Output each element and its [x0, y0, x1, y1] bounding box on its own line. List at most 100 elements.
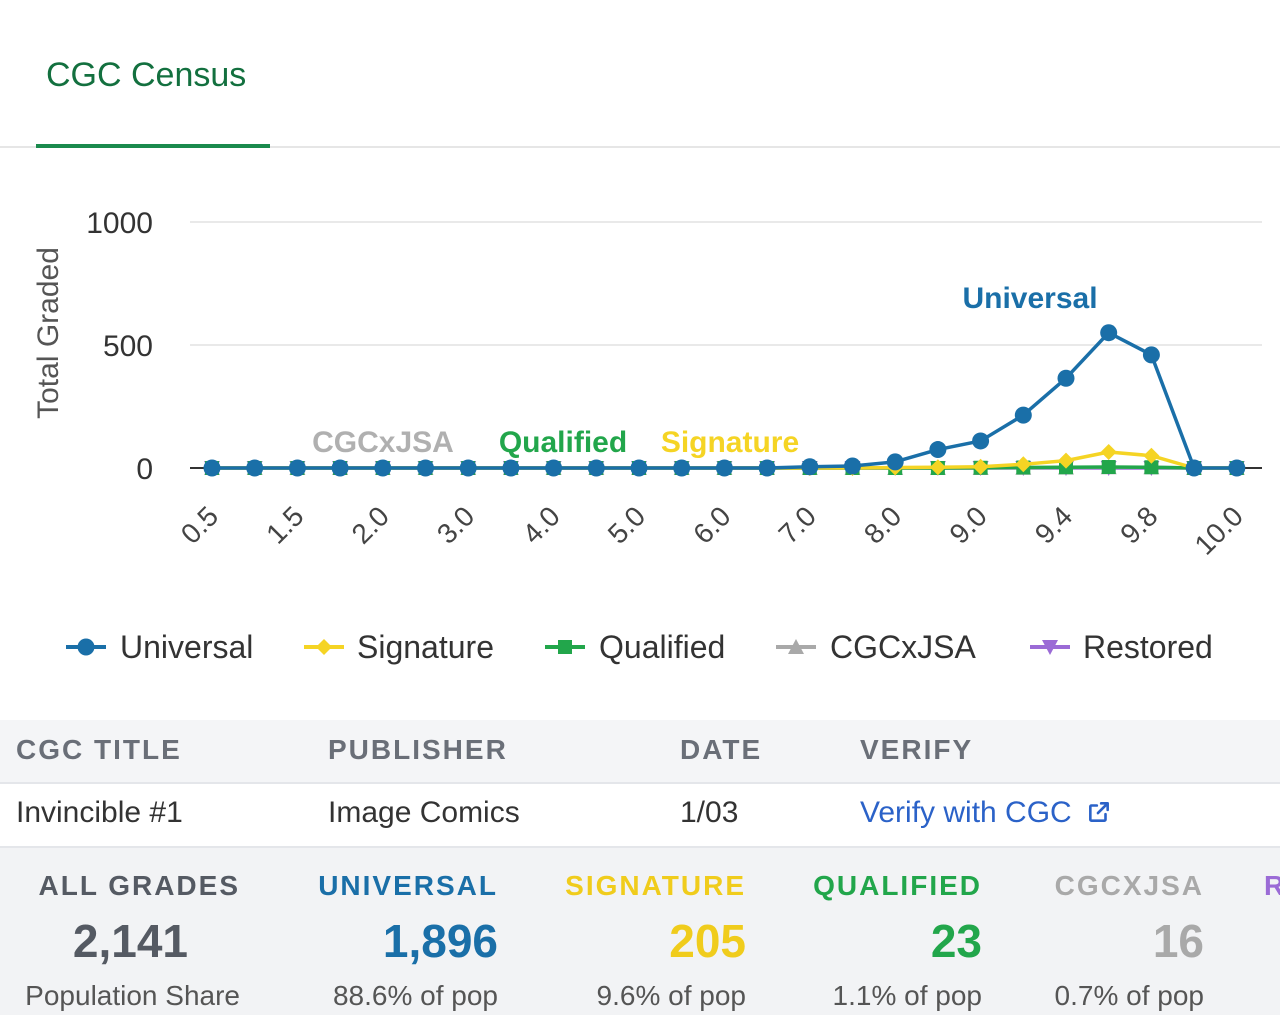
- stat-universal: UNIVERSAL 1,896 88.6% of pop: [258, 848, 498, 1015]
- data-point-universal: [1014, 406, 1032, 424]
- legend-label-qualified: Qualified: [599, 629, 725, 665]
- x-tick-label: 8.0: [858, 500, 907, 549]
- stat-signature: SIGNATURE 205 9.6% of pop: [506, 848, 746, 1015]
- table-header-row: CGC TITLE PUBLISHER DATE VERIFY: [0, 720, 1280, 784]
- stat-sub: Population Share: [25, 980, 240, 1011]
- x-tick-label: 3.0: [431, 500, 480, 549]
- data-point-signature: [972, 458, 989, 475]
- stat-cgcxjsa: CGCXJSA 16 0.7% of pop: [964, 848, 1204, 1015]
- legend-label-signature: Signature: [357, 629, 494, 665]
- legend-label-restored: Restored: [1083, 629, 1213, 665]
- legend-marker-restored: [1042, 640, 1058, 655]
- tab-cgc-census[interactable]: CGC Census: [36, 0, 270, 148]
- stat-value: 16: [1152, 915, 1204, 967]
- stat-label: UNIVERSAL: [318, 870, 498, 901]
- publisher-value: Image Comics: [328, 796, 520, 829]
- data-point-universal: [801, 458, 819, 476]
- data-point-universal: [246, 459, 264, 477]
- table-row: Invincible #1 Image Comics 1/03 Verify w…: [0, 784, 1280, 848]
- legend-marker-qualified: [558, 640, 572, 654]
- legend-label-cgcxjsa: CGCxJSA: [830, 629, 976, 665]
- verify-link-label: Verify with CGC: [860, 796, 1072, 829]
- legend-label-universal: Universal: [120, 629, 253, 665]
- data-point-universal: [417, 459, 434, 477]
- x-tick-label: 9.8: [1114, 500, 1163, 549]
- y-tick-label: 0: [136, 453, 153, 486]
- x-tick-label: 2.0: [346, 500, 395, 549]
- stat-label: SIGNATURE: [565, 870, 746, 901]
- annotation-cgcxjsa: CGCxJSA: [312, 426, 454, 459]
- header-cgc-title: CGC TITLE: [16, 734, 182, 765]
- data-point-signature: [1058, 452, 1074, 469]
- x-tick-label: 10.0: [1189, 500, 1249, 560]
- stat-all-grades: ALL GRADES 2,141 Population Share: [0, 848, 240, 1015]
- data-point-universal: [288, 459, 306, 477]
- external-link-icon: [1089, 802, 1110, 822]
- data-point-universal: [972, 432, 990, 450]
- header-publisher: PUBLISHER: [328, 734, 508, 765]
- data-point-universal: [587, 459, 605, 477]
- data-point-universal: [929, 441, 947, 459]
- header-date: DATE: [680, 734, 763, 765]
- data-point-universal: [331, 459, 349, 477]
- x-tick-label: 4.0: [516, 500, 565, 549]
- data-point-universal: [374, 459, 392, 477]
- annotation-universal: Universal: [962, 282, 1097, 315]
- data-point-universal: [502, 459, 520, 477]
- x-tick-label: 7.0: [773, 500, 822, 549]
- data-point-universal: [673, 459, 691, 477]
- stat-label: ALL GRADES: [38, 870, 240, 901]
- data-point-universal: [758, 459, 776, 477]
- annotation-qualified: Qualified: [499, 426, 627, 459]
- data-point-signature: [929, 459, 946, 476]
- data-point-universal: [1228, 459, 1246, 477]
- verify-with-cgc-link[interactable]: Verify with CGC: [860, 796, 1112, 830]
- cgc-title-value: Invincible #1: [16, 796, 183, 829]
- stat-qualified: QUALIFIED 23 1.1% of pop: [742, 848, 982, 1015]
- tab-label: CGC Census: [46, 56, 247, 94]
- data-point-signature: [1100, 444, 1117, 461]
- data-point-universal: [459, 459, 477, 477]
- data-point-universal: [1057, 369, 1075, 387]
- data-point-universal: [1142, 346, 1160, 364]
- stat-sub: 0.7% of pop: [1054, 980, 1204, 1011]
- grade-stats-panel: ALL GRADES 2,141 Population Share UNIVER…: [0, 848, 1280, 1015]
- legend-marker-signature: [316, 639, 332, 655]
- data-point-universal: [1185, 459, 1203, 477]
- stat-sub: 9.6% of pop: [596, 980, 746, 1011]
- census-chart: 0 500 1000 Total Graded 0.5 1.5 2.0 3.0 4.0 5.0 6.…: [32, 207, 1262, 665]
- stat-sub: 88.6% of pop: [332, 980, 498, 1011]
- data-point-signature: [1015, 456, 1032, 473]
- active-tab-indicator: [36, 144, 270, 148]
- x-tick-label: 0.5: [175, 500, 224, 549]
- data-point-signature: [1143, 447, 1160, 464]
- stat-sub: 1.1% of pop: [832, 980, 982, 1011]
- stat-label: CGCXJSA: [1054, 870, 1204, 901]
- date-value: 1/03: [680, 796, 739, 829]
- data-point-universal: [545, 459, 563, 477]
- data-point-universal: [203, 459, 221, 477]
- legend-marker-cgcxjsa: [788, 639, 804, 654]
- stat-value: 1,896: [382, 915, 498, 967]
- y-tick-label: 1000: [86, 207, 153, 240]
- annotation-signature: Signature: [661, 426, 799, 459]
- stat-label: RESTORED: [1264, 870, 1280, 901]
- data-point-universal: [715, 459, 733, 477]
- data-point-universal: [844, 457, 861, 475]
- data-point-qualified: [1144, 460, 1159, 475]
- tab-bar: CGC Census: [0, 0, 1280, 148]
- stat-label: QUALIFIED: [813, 870, 982, 901]
- stat-value: 23: [930, 915, 982, 967]
- data-point-universal: [1100, 324, 1118, 342]
- x-tick-label: 9.4: [1029, 500, 1078, 549]
- data-point-universal: [886, 453, 904, 471]
- data-point-qualified: [1101, 460, 1116, 475]
- x-tick-label: 6.0: [687, 500, 736, 549]
- y-axis-label: Total Graded: [32, 247, 65, 419]
- x-tick-label: 9.0: [943, 500, 992, 549]
- x-tick-label: 5.0: [602, 500, 651, 549]
- stat-restored: RESTORED: [1264, 848, 1280, 1015]
- comic-info-table: CGC TITLE PUBLISHER DATE VERIFY Invincib…: [0, 720, 1280, 848]
- stat-value: 2,141: [72, 915, 188, 967]
- header-verify: VERIFY: [860, 734, 974, 765]
